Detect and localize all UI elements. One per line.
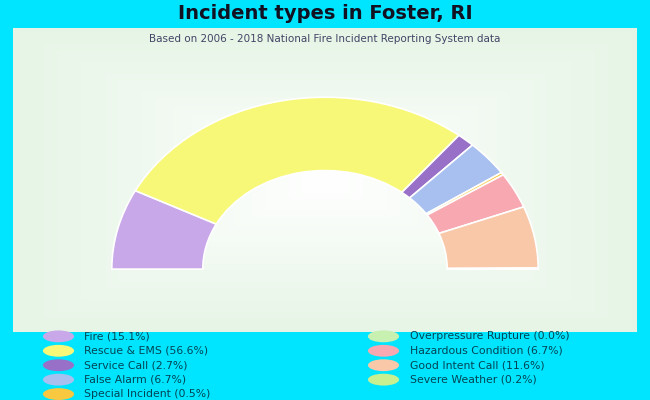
Text: Hazardous Condition (6.7%): Hazardous Condition (6.7%) (410, 346, 562, 356)
Wedge shape (135, 97, 459, 224)
Ellipse shape (43, 374, 74, 386)
Text: Special Incident (0.5%): Special Incident (0.5%) (84, 389, 211, 399)
Ellipse shape (368, 345, 399, 357)
Text: Fire (15.1%): Fire (15.1%) (84, 331, 150, 341)
Text: Severe Weather (0.2%): Severe Weather (0.2%) (410, 375, 536, 385)
Ellipse shape (43, 330, 74, 342)
Wedge shape (447, 268, 538, 269)
Text: Based on 2006 - 2018 National Fire Incident Reporting System data: Based on 2006 - 2018 National Fire Incid… (150, 34, 500, 44)
Wedge shape (402, 135, 473, 198)
Ellipse shape (368, 374, 399, 386)
Wedge shape (112, 191, 216, 269)
Ellipse shape (368, 359, 399, 371)
Text: False Alarm (6.7%): False Alarm (6.7%) (84, 375, 187, 385)
Text: Good Intent Call (11.6%): Good Intent Call (11.6%) (410, 360, 544, 370)
Wedge shape (439, 207, 538, 268)
Ellipse shape (43, 345, 74, 357)
Ellipse shape (43, 359, 74, 371)
Text: Service Call (2.7%): Service Call (2.7%) (84, 360, 188, 370)
Wedge shape (410, 145, 501, 214)
Ellipse shape (43, 388, 74, 400)
Text: Overpressure Rupture (0.0%): Overpressure Rupture (0.0%) (410, 331, 569, 341)
Ellipse shape (368, 330, 399, 342)
Text: Incident types in Foster, RI: Incident types in Foster, RI (177, 4, 473, 23)
Wedge shape (427, 175, 524, 234)
Text: Rescue & EMS (56.6%): Rescue & EMS (56.6%) (84, 346, 209, 356)
Wedge shape (426, 172, 503, 215)
